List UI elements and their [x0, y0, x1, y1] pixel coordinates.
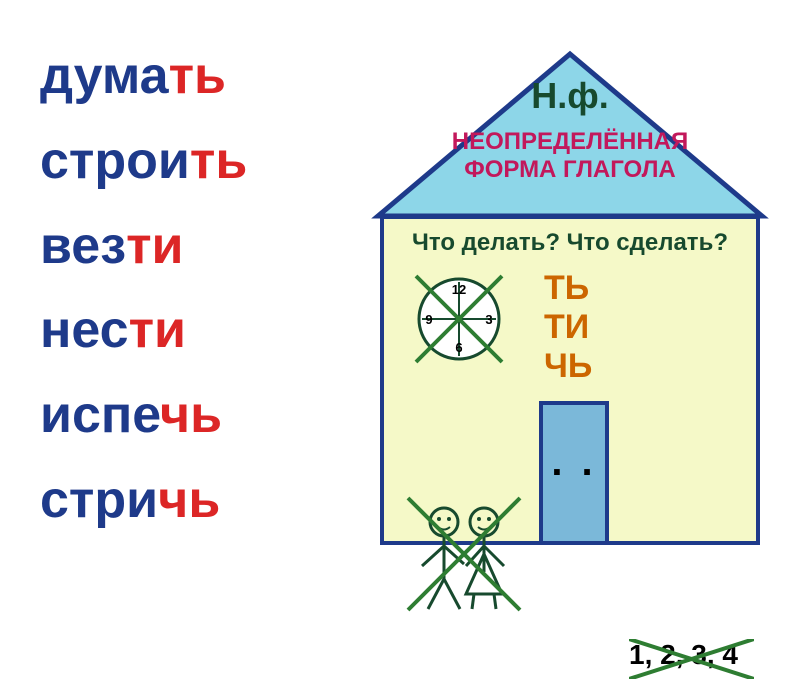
- people-icon: [404, 494, 524, 614]
- roof-title-line1: НЕОПРЕДЕЛЁННАЯ: [452, 128, 689, 155]
- suffix-item: ЧЬ: [544, 347, 592, 386]
- roof-title: НЕОПРЕДЕЛЁННАЯ ФОРМА ГЛАГОЛА: [370, 128, 770, 183]
- persons-numbers: 1, 2, 3, 4: [629, 639, 738, 670]
- verb-suffix: ть: [169, 47, 226, 105]
- clock-icon: 12 3 6 9: [414, 274, 504, 364]
- house-door: . .: [539, 401, 609, 541]
- verb-list: думать строить везти нести испечь стричь: [40, 40, 247, 537]
- suffix-item: ТЬ: [544, 269, 592, 308]
- verb-item: стричь: [40, 464, 247, 537]
- verb-suffix: чь: [158, 471, 220, 529]
- roof-abbrev: Н.ф.: [370, 75, 770, 117]
- door-dots: . .: [543, 440, 605, 485]
- persons-numbers-crossed: 1, 2, 3, 4: [629, 639, 754, 679]
- roof-title-line2: ФОРМА ГЛАГОЛА: [464, 156, 676, 183]
- house-body: Что делать? Что сделать? 12 3 6 9 Т: [380, 215, 760, 545]
- suffix-list: ТЬ ТИ ЧЬ: [544, 269, 592, 386]
- infinitive-questions: Что делать? Что сделать?: [384, 229, 756, 257]
- verb-root: вез: [40, 217, 126, 275]
- verb-item: думать: [40, 40, 247, 113]
- people-crossed: [404, 494, 524, 614]
- verb-item: испечь: [40, 379, 247, 452]
- verb-item: нести: [40, 294, 247, 367]
- verb-root: дума: [40, 47, 169, 105]
- verb-root: стри: [40, 471, 158, 529]
- verb-suffix: чь: [160, 386, 222, 444]
- verb-root: нес: [40, 301, 129, 359]
- clock-crossed: 12 3 6 9: [414, 274, 504, 364]
- svg-text:9: 9: [425, 312, 432, 327]
- verb-root: строи: [40, 132, 190, 190]
- house-diagram: Н.ф. НЕОПРЕДЕЛЁННАЯ ФОРМА ГЛАГОЛА Что де…: [370, 50, 770, 550]
- svg-text:6: 6: [455, 340, 462, 355]
- verb-item: везти: [40, 210, 247, 283]
- verb-suffix: ти: [129, 301, 186, 359]
- svg-text:3: 3: [485, 312, 492, 327]
- svg-text:12: 12: [452, 282, 466, 297]
- verb-suffix: ть: [190, 132, 247, 190]
- verb-root: испе: [40, 386, 160, 444]
- verb-item: строить: [40, 125, 247, 198]
- suffix-item: ТИ: [544, 308, 592, 347]
- verb-suffix: ти: [126, 217, 183, 275]
- house-roof: Н.ф. НЕОПРЕДЕЛЁННАЯ ФОРМА ГЛАГОЛА: [370, 50, 770, 220]
